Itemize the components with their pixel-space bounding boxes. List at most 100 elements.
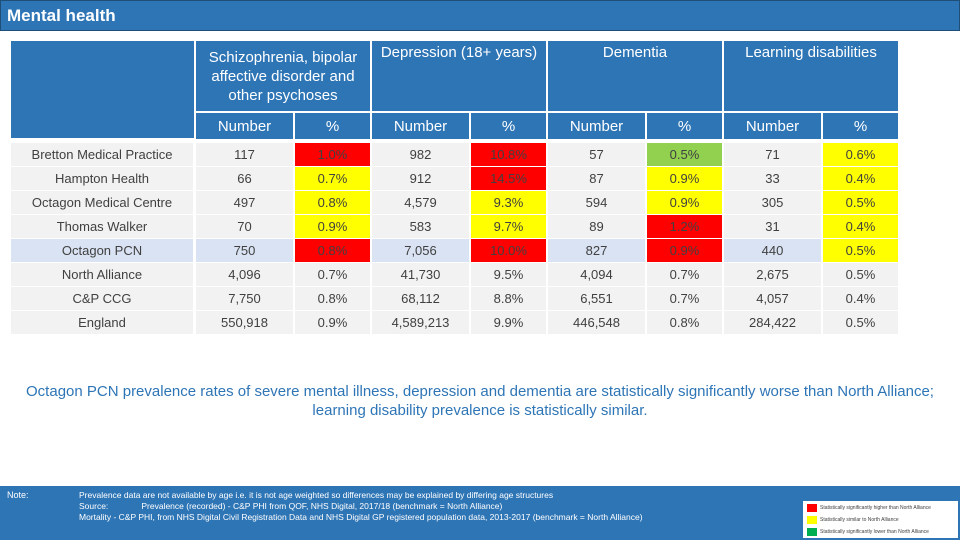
- number-cell: 117: [196, 143, 293, 166]
- number-cell: 4,589,213: [372, 311, 469, 334]
- percent-cell: 0.5%: [647, 143, 722, 166]
- table-row: C&P CCG 7,750 0.8% 68,112 8.8% 6,551 0.7% 4,057…: [11, 287, 898, 310]
- table-row: Octagon PCN 750 0.8% 7,056 10.0% 827 0.9% 440 0.…: [11, 239, 898, 262]
- header-corner: [11, 41, 194, 138]
- notes-line: Prevalence data are not available by age…: [79, 490, 554, 500]
- number-cell: 4,094: [548, 263, 645, 286]
- percent-cell: 0.7%: [295, 263, 370, 286]
- number-cell: 827: [548, 239, 645, 262]
- number-cell: 6,551: [548, 287, 645, 310]
- notes-line: Mortality - C&P PHI, from NHS Digital Ci…: [79, 512, 643, 522]
- percent-cell: 0.9%: [295, 311, 370, 334]
- number-cell: 4,096: [196, 263, 293, 286]
- number-cell: 284,422: [724, 311, 821, 334]
- percent-cell: 9.9%: [471, 311, 546, 334]
- number-cell: 57: [548, 143, 645, 166]
- percent-cell: 0.9%: [647, 167, 722, 190]
- percent-cell: 10.8%: [471, 143, 546, 166]
- group-header-learning-disabilities: Learning disabilities: [724, 41, 898, 111]
- table-row: Octagon Medical Centre 497 0.8% 4,579 9.3% 59…: [11, 191, 898, 214]
- number-cell: 550,918: [196, 311, 293, 334]
- subheader-percent: %: [295, 113, 370, 139]
- legend-swatch-green: [807, 528, 817, 536]
- page-title: Mental health: [7, 6, 116, 25]
- number-cell: 4,057: [724, 287, 821, 310]
- group-header-depression: Depression (18+ years): [372, 41, 546, 111]
- notes-line: Source: Prevalence (recorded) - C&P PHI …: [79, 501, 503, 511]
- subheader-number: Number: [372, 113, 469, 139]
- percent-cell: 0.4%: [823, 287, 898, 310]
- number-cell: 497: [196, 191, 293, 214]
- subheader-percent: %: [471, 113, 546, 139]
- number-cell: 70: [196, 215, 293, 238]
- percent-cell: 0.5%: [823, 239, 898, 262]
- number-cell: 912: [372, 167, 469, 190]
- percent-cell: 0.8%: [647, 311, 722, 334]
- legend: Statistically significantly higher than …: [803, 501, 958, 538]
- row-name: North Alliance: [11, 263, 193, 286]
- table-row: Thomas Walker 70 0.9% 583 9.7% 89 1.2% 31 0.4%: [11, 215, 898, 238]
- percent-cell: 0.5%: [823, 263, 898, 286]
- percent-cell: 9.5%: [471, 263, 546, 286]
- group-header-dementia: Dementia: [548, 41, 722, 111]
- percent-cell: 0.5%: [823, 191, 898, 214]
- notes-text: Prevalence data are not available by age…: [79, 490, 643, 523]
- number-cell: 750: [196, 239, 293, 262]
- percent-cell: 8.8%: [471, 287, 546, 310]
- number-cell: 305: [724, 191, 821, 214]
- percent-cell: 10.0%: [471, 239, 546, 262]
- percent-cell: 0.9%: [647, 191, 722, 214]
- number-cell: 7,750: [196, 287, 293, 310]
- number-cell: 440: [724, 239, 821, 262]
- legend-label: Statistically significantly lower than N…: [820, 529, 929, 535]
- notes-panel: Note: Prevalence data are not available …: [0, 486, 960, 540]
- summary-text: Octagon PCN prevalence rates of severe m…: [26, 383, 934, 419]
- number-cell: 2,675: [724, 263, 821, 286]
- number-cell: 68,112: [372, 287, 469, 310]
- number-cell: 982: [372, 143, 469, 166]
- title-bar: Mental health: [0, 0, 960, 31]
- percent-cell: 0.7%: [647, 263, 722, 286]
- number-cell: 41,730: [372, 263, 469, 286]
- table-row: North Alliance 4,096 0.7% 41,730 9.5% 4,094 0.…: [11, 263, 898, 286]
- legend-swatch-yellow: [807, 516, 817, 524]
- table-row: Bretton Medical Practice 117 1.0% 982 10.8% 5…: [11, 143, 898, 166]
- percent-cell: 9.3%: [471, 191, 546, 214]
- percent-cell: 9.7%: [471, 215, 546, 238]
- table-row: England 550,918 0.9% 4,589,213 9.9% 446,548 0.…: [11, 311, 898, 334]
- row-name: England: [11, 311, 193, 334]
- subheader-percent: %: [823, 113, 898, 139]
- number-cell: 89: [548, 215, 645, 238]
- number-cell: 33: [724, 167, 821, 190]
- row-name: C&P CCG: [11, 287, 193, 310]
- legend-label: Statistically similar to North Alliance: [820, 517, 899, 523]
- row-name: Octagon PCN: [11, 239, 193, 262]
- legend-label: Statistically significantly higher than …: [820, 505, 931, 511]
- number-cell: 87: [548, 167, 645, 190]
- row-name: Bretton Medical Practice: [11, 143, 193, 166]
- notes-label: Note:: [7, 490, 29, 500]
- number-cell: 71: [724, 143, 821, 166]
- number-cell: 594: [548, 191, 645, 214]
- percent-cell: 0.7%: [647, 287, 722, 310]
- number-cell: 583: [372, 215, 469, 238]
- percent-cell: 0.4%: [823, 215, 898, 238]
- percent-cell: 0.9%: [295, 215, 370, 238]
- percent-cell: 0.4%: [823, 167, 898, 190]
- percent-cell: 0.8%: [295, 239, 370, 262]
- percent-cell: 0.9%: [647, 239, 722, 262]
- subheader-number: Number: [196, 113, 293, 139]
- row-name: Hampton Health: [11, 167, 193, 190]
- table-row: Hampton Health 66 0.7% 912 14.5% 87 0.9% 33 0.4%: [11, 167, 898, 190]
- percent-cell: 0.6%: [823, 143, 898, 166]
- group-header-psychoses: Schizophrenia, bipolar affective disorde…: [196, 41, 370, 111]
- row-name: Thomas Walker: [11, 215, 193, 238]
- number-cell: 446,548: [548, 311, 645, 334]
- legend-swatch-red: [807, 504, 817, 512]
- percent-cell: 0.7%: [295, 167, 370, 190]
- subheader-number: Number: [548, 113, 645, 139]
- number-cell: 7,056: [372, 239, 469, 262]
- percent-cell: 0.5%: [823, 311, 898, 334]
- percent-cell: 0.8%: [295, 191, 370, 214]
- percent-cell: 1.0%: [295, 143, 370, 166]
